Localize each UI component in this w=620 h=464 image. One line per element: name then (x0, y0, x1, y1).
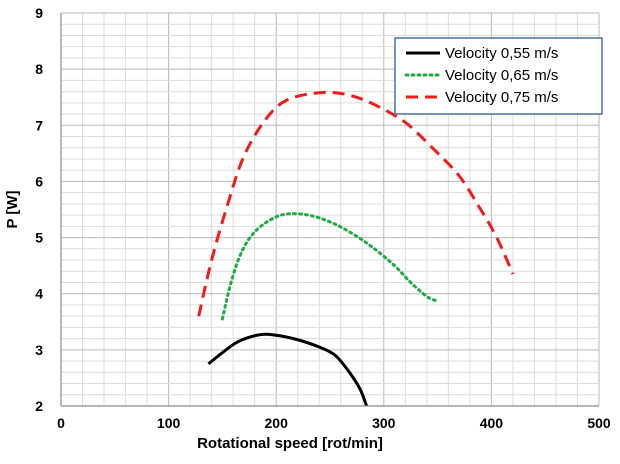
legend-label-3: Velocity 0,75 m/s (445, 89, 558, 106)
x-tick-labels: 0 100 200 300 400 500 (57, 415, 611, 431)
x-tick-label: 100 (157, 415, 181, 431)
y-tick-labels: 2 3 4 5 6 7 8 9 (35, 5, 43, 414)
y-tick-label: 2 (35, 398, 43, 414)
y-tick-label: 5 (35, 230, 43, 246)
y-tick-label: 8 (35, 61, 43, 77)
grid (60, 12, 600, 407)
y-tick-label: 4 (35, 286, 43, 302)
y-tick-label: 3 (35, 342, 43, 358)
series-layer (197, 90, 515, 407)
y-axis-label: P [W] (4, 190, 21, 228)
series-line-1 (207, 332, 368, 407)
legend-label-1: Velocity 0,55 m/s (445, 45, 558, 62)
axes (60, 13, 599, 407)
y-tick-label: 9 (35, 5, 43, 21)
x-tick-label: 500 (587, 415, 611, 431)
legend-label-2: Velocity 0,65 m/s (445, 67, 558, 84)
legend: Velocity 0,55 m/s Velocity 0,65 m/s Veloci… (394, 37, 603, 115)
x-tick-label: 400 (480, 415, 504, 431)
x-tick-label: 300 (372, 415, 396, 431)
series-line-2 (220, 212, 437, 321)
x-tick-label: 0 (57, 415, 65, 431)
x-tick-label: 200 (265, 415, 289, 431)
y-tick-label: 6 (35, 173, 43, 189)
x-axis-label: Rotational speed [rot/min] (197, 435, 383, 452)
y-tick-label: 7 (35, 117, 43, 133)
